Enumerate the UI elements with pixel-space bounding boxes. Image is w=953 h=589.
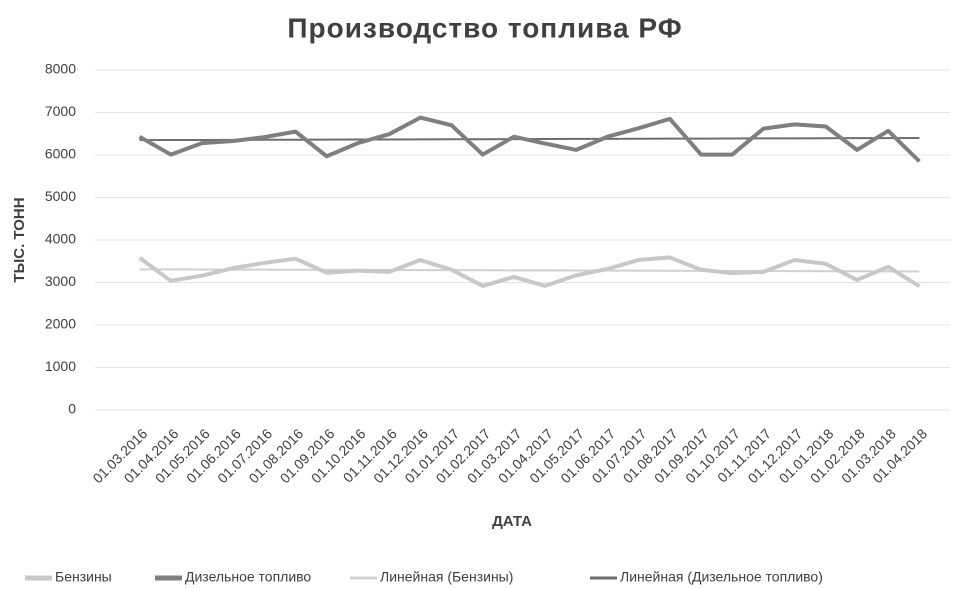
y-axis-title: ТЫС. ТОНН	[11, 197, 28, 282]
series-line	[138, 115, 921, 163]
y-tick-label: 0	[68, 401, 76, 417]
y-tick-label: 5000	[45, 188, 76, 204]
y-tick-label: 1000	[45, 358, 76, 374]
y-tick-label: 6000	[45, 146, 76, 162]
legend-label: Линейная (Дизельное топливо)	[620, 569, 823, 585]
y-tick-label: 2000	[45, 316, 76, 332]
series-line	[138, 255, 921, 289]
y-tick-label: 8000	[45, 61, 76, 77]
legend-label: Бензины	[55, 569, 112, 585]
x-axis-title: ДАТА	[492, 513, 532, 530]
y-tick-label: 4000	[45, 231, 76, 247]
chart-title: Производство топлива РФ	[287, 12, 682, 43]
y-tick-label: 7000	[45, 103, 76, 119]
legend-label: Линейная (Бензины)	[380, 569, 513, 585]
series-line	[139, 268, 920, 273]
legend-label: Дизельное топливо	[185, 569, 311, 585]
y-tick-label: 3000	[45, 273, 76, 289]
